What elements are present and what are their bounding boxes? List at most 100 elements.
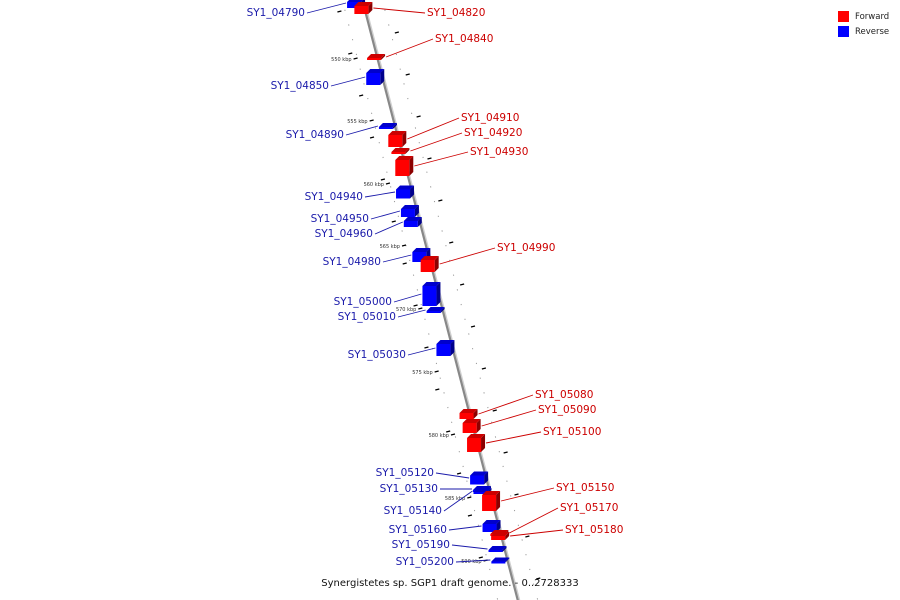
gene-arrow-sy1-04890[interactable] [378,123,397,129]
gene-label[interactable]: SY1_04960 [315,228,373,240]
gene-label[interactable]: SY1_04890 [286,129,344,141]
gene-label[interactable]: SY1_04840 [435,33,493,45]
gene-top-face [378,123,397,127]
gene-front-face [426,311,441,313]
gene-leader-line [443,490,473,512]
gene-arrow-sy1-04940[interactable] [396,185,415,199]
scale-tick [446,430,451,433]
gene-label[interactable]: SY1_04950 [311,213,369,225]
gene-top-face [396,185,415,190]
gene-arrow-sy1-05090[interactable] [462,419,481,433]
gene-leader-line [500,487,555,502]
gene-label[interactable]: SY1_05160 [389,524,447,536]
gene-label[interactable]: SY1_05190 [392,539,450,551]
scale-tick [525,535,530,538]
gene-label[interactable]: SY1_04940 [305,191,363,203]
scale-tick [427,157,432,160]
gene-side-face [409,156,414,176]
gene-arrow-sy1-05180[interactable] [491,532,510,540]
gene-leader-line [374,221,403,235]
gene-front-face [354,6,369,14]
gene-label[interactable]: SY1_04820 [427,7,485,19]
gene-arrow-sy1-04820[interactable] [354,2,373,14]
gene-label[interactable]: SY1_05140 [384,505,442,517]
gene-label[interactable]: SY1_05150 [556,482,614,494]
legend-item-reverse: Reverse [838,24,889,39]
gene-arrow-sy1-04910[interactable] [388,131,407,147]
gene-arrow-sy1-04840[interactable] [367,54,386,60]
gene-arrow-sy1-05030[interactable] [436,340,455,356]
gene-side-face [450,340,455,356]
gene-arrow-sy1-05200[interactable] [491,557,510,564]
gene-arrow-sy1-04950[interactable] [400,205,419,217]
gene-label[interactable]: SY1_05100 [543,426,601,438]
gene-label[interactable]: SY1_05200 [396,556,454,568]
gene-arrow-sy1-05120[interactable] [470,471,489,485]
gene-label[interactable]: SY1_04980 [323,256,381,268]
gene-top-face [388,131,407,135]
gene-arrow-sy1-04960[interactable] [403,217,422,227]
gene-label[interactable]: SY1_05180 [565,524,623,536]
gene-front-face [467,438,482,452]
forward-swatch [838,11,849,22]
gene-arrow-sy1-05190[interactable] [488,546,507,552]
gene-side-face [417,217,422,227]
gene-label[interactable]: SY1_05090 [538,404,596,416]
gene-arrow-sy1-05000[interactable] [422,282,441,306]
gene-side-face [380,69,385,85]
gene-leader-line [397,309,426,318]
legend-forward-label: Forward [855,11,890,22]
genome-caption: Synergistetes sp. SGP1 draft genome. - 0… [321,578,579,589]
gene-arrow-sy1-04850[interactable] [366,69,385,85]
scale-tick [467,514,473,517]
scale-tick [481,367,487,370]
gene-label[interactable]: SY1_05000 [334,296,392,308]
gene-top-face [488,546,507,550]
gene-top-face [459,409,478,413]
gene-arrow-sy1-05160[interactable] [482,520,501,532]
scale-tick-label: 585 kbp [445,496,465,502]
gene-arrow-sy1-05080[interactable] [459,409,478,419]
gene-label[interactable]: SY1_05170 [560,502,618,514]
gene-label[interactable]: SY1_05120 [376,467,434,479]
gene-arrow-sy1-04990[interactable] [420,256,439,272]
gene-top-face [436,340,455,344]
gene-label[interactable]: SY1_05030 [348,349,406,361]
gene-front-face [395,160,410,176]
gene-front-face [347,2,362,8]
gene-label[interactable]: SY1_04790 [247,7,305,19]
scale-tick [413,304,418,307]
scale-tick [380,178,386,181]
gene-label[interactable]: SY1_04850 [271,80,329,92]
gene-arrow-sy1-05010[interactable] [426,307,445,313]
gene-top-face [391,148,410,152]
gene-front-face [422,286,437,306]
gene-label[interactable]: SY1_05080 [535,389,593,401]
scale-tick [424,346,429,349]
gene-leader-line [385,38,434,58]
gene-label[interactable]: SY1_04990 [497,242,555,254]
gene-label[interactable]: SY1_05130 [380,483,438,495]
gene-front-face [378,127,393,129]
gene-label[interactable]: SY1_04930 [470,146,528,158]
gene-label[interactable]: SY1_04920 [464,127,522,139]
scale-tick [348,52,353,55]
gene-arrow-sy1-04920[interactable] [391,148,410,154]
gene-front-face [459,413,474,419]
gene-top-face [467,434,486,438]
gene-side-face [410,185,415,199]
legend: Forward Reverse [838,9,889,39]
gene-label[interactable]: SY1_04910 [461,112,519,124]
gene-side-face [505,557,510,563]
gene-top-face [491,532,510,536]
gene-top-face [395,156,414,160]
gene-leader-line [370,210,401,220]
gene-leader-line [407,117,460,140]
gene-label[interactable]: SY1_05010 [338,311,396,323]
scale-tick [434,370,439,373]
gene-arrow-sy1-05100[interactable] [467,434,486,452]
gene-arrow-sy1-05150[interactable] [482,491,501,511]
gene-arrow-sy1-04930[interactable] [395,156,414,176]
gene-leader-line [345,125,379,136]
